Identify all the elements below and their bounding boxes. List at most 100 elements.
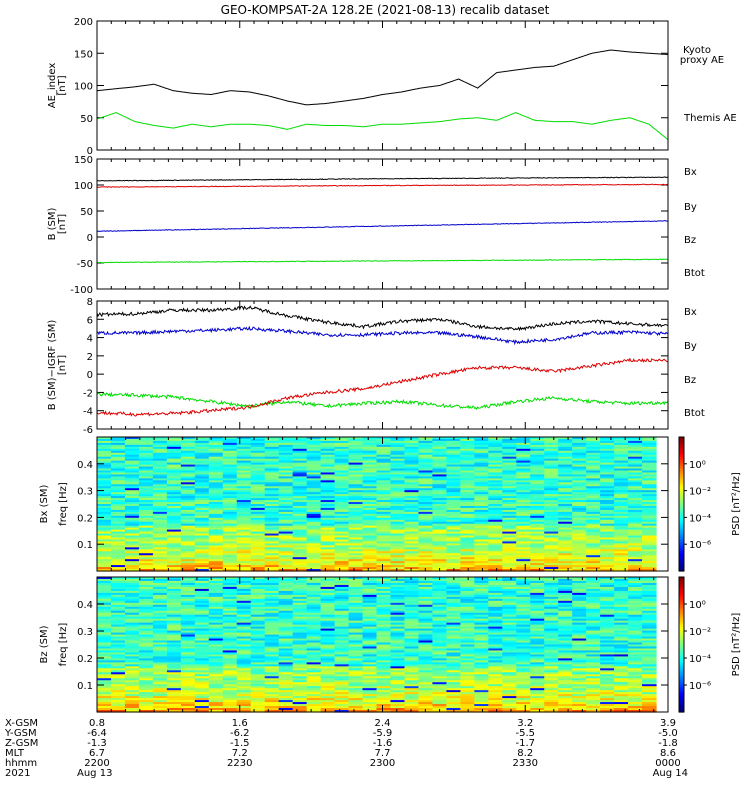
psd-cell [110, 608, 126, 612]
psd-cell [152, 565, 168, 568]
psd-cell [97, 440, 112, 444]
psd-cell [250, 594, 266, 598]
psd-cell [278, 638, 294, 642]
psd-cell [516, 580, 531, 584]
psd-cell [586, 658, 601, 661]
psd-cell [110, 533, 126, 537]
psd-cell [418, 450, 433, 454]
colorbar-segment [679, 564, 684, 568]
psd-cell [404, 549, 420, 552]
psd-cell [558, 490, 573, 493]
psd-cell [348, 656, 364, 659]
psd-cell [544, 438, 559, 442]
psd-cell [348, 620, 364, 624]
psd-cell [586, 437, 601, 440]
psd-cell [530, 450, 545, 454]
psd-cell [642, 470, 657, 474]
psd-cell [208, 642, 224, 646]
psd-cell [432, 640, 447, 644]
psd-cell [502, 437, 517, 440]
psd-cell [572, 492, 587, 495]
psd-cell [460, 594, 475, 598]
psd-cell [418, 642, 433, 646]
psd-cell [208, 533, 224, 537]
psd-cell [432, 537, 447, 541]
y-tick-label: 0 [87, 146, 93, 157]
psd-cell [460, 513, 475, 517]
psd-cell [432, 505, 447, 509]
psd-cell [292, 563, 308, 566]
psd-cell [474, 511, 489, 515]
psd-cell [376, 446, 392, 450]
psd-cell [516, 630, 531, 634]
psd-cell [208, 612, 224, 616]
psd-cell [642, 608, 657, 612]
psd-cell [250, 472, 266, 476]
psd-cell [278, 569, 294, 572]
psd-cell [334, 527, 350, 531]
psd-cell [474, 644, 489, 648]
psd-cell [572, 644, 587, 648]
psd-cell [194, 561, 210, 564]
psd-cell [390, 440, 406, 444]
psd-cell [586, 442, 601, 446]
psd-cell [516, 638, 531, 642]
psd-cell [404, 545, 420, 548]
psd-cell [222, 577, 238, 580]
psd-cell [376, 529, 392, 533]
psd-cell [558, 658, 573, 661]
psd-cell [124, 478, 140, 481]
psd-cell [348, 648, 364, 652]
psd-cell [222, 616, 238, 620]
psd-cell [628, 604, 643, 608]
psd-cell [110, 464, 126, 468]
psd-cell [334, 450, 350, 454]
psd-cell [418, 482, 433, 485]
psd-cell [362, 594, 378, 598]
psd-cell [376, 563, 392, 566]
psd-cell [334, 452, 350, 456]
psd-cell [628, 606, 643, 610]
psd-cell [432, 559, 447, 562]
psd-cell [348, 462, 364, 466]
psd-cell [362, 466, 378, 470]
psd-cell [348, 486, 364, 489]
psd-cell [502, 466, 517, 470]
psd-cell [97, 646, 112, 650]
psd-cell [97, 529, 112, 533]
psd-cell [446, 590, 461, 594]
psd-cell [376, 577, 392, 580]
psd-cell [236, 456, 252, 460]
psd-cell [586, 529, 601, 533]
psd-cell [152, 484, 168, 487]
psd-cell [558, 470, 573, 474]
psd-cell [138, 529, 154, 533]
psd-cell [110, 586, 126, 590]
psd-cell [110, 610, 126, 614]
psd-cell [334, 468, 350, 472]
psd-cell [390, 515, 406, 519]
colorbar-segment [679, 461, 684, 465]
psd-cell [264, 488, 280, 491]
psd-cell [474, 437, 489, 440]
psd-cell [320, 553, 336, 556]
psd-cell [390, 608, 406, 612]
psd-cell [208, 650, 224, 654]
psd-cell [124, 541, 140, 545]
psd-cell [138, 650, 154, 654]
psd-cell [446, 507, 461, 511]
psd-cell [446, 545, 461, 548]
psd-cell [292, 438, 308, 442]
psd-cell [166, 622, 182, 626]
psd-cell [474, 654, 489, 658]
psd-cell [348, 452, 364, 456]
psd-cell [474, 640, 489, 644]
psd-cell [558, 594, 573, 598]
psd-cell [544, 474, 559, 478]
psd-cell [418, 527, 433, 531]
psd-cell [446, 549, 461, 552]
psd-cell [348, 626, 364, 630]
psd-cell [180, 531, 196, 535]
psd-cell [138, 513, 154, 517]
